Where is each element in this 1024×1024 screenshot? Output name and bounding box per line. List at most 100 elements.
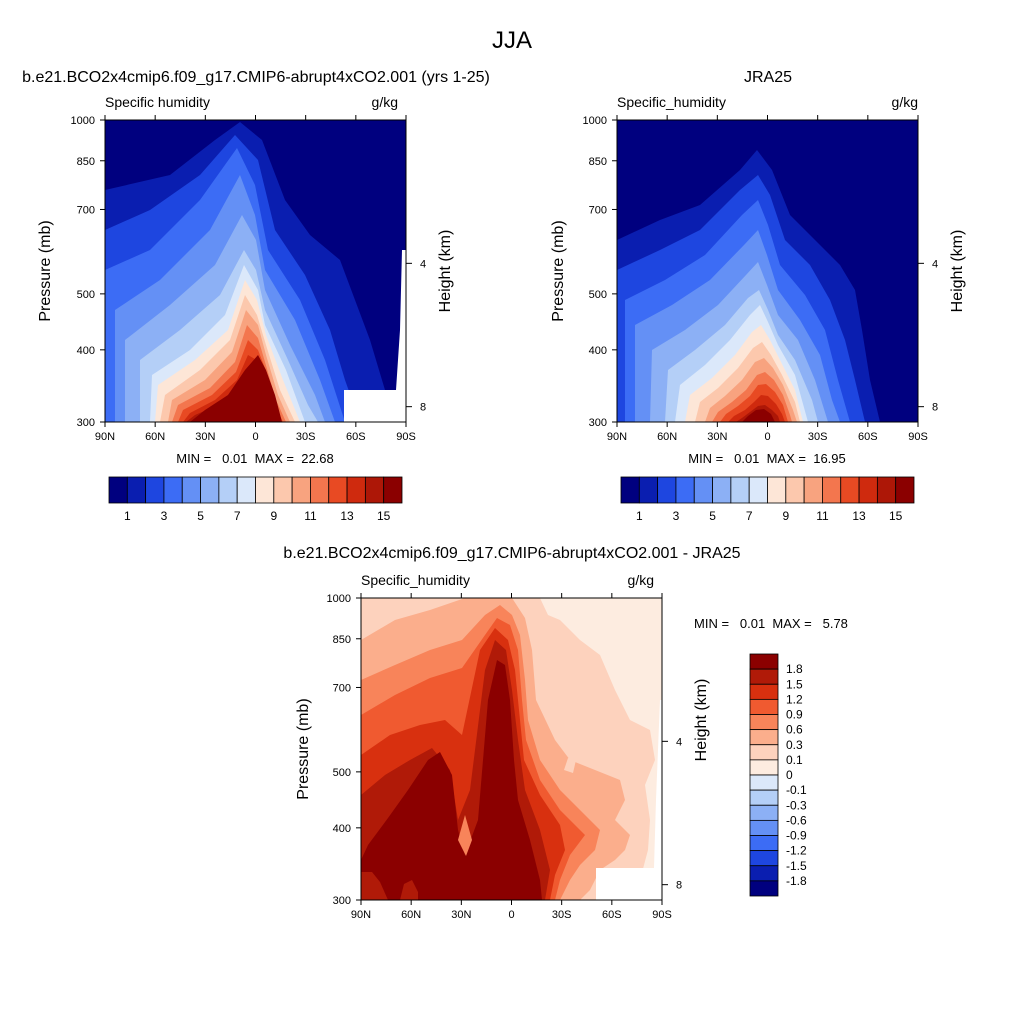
y-tick-label: 700 [589,204,607,216]
colorbar-swatch [748,476,768,504]
variable-label: Specific humidity [105,94,210,110]
x-tick-label: 60S [346,431,366,443]
colorbar-label: 1 [636,509,643,523]
colorbar-swatch [749,714,779,731]
colorbar-swatch [749,789,779,806]
x-tick-label: 90S [908,431,928,443]
axes: 90N 60N 30N 0 30S 60S 90S 300 400 500 700 850 1000 8 4 [327,593,682,921]
colorbar-label: 7 [746,509,753,523]
colorbar-label: 0.1 [786,753,803,767]
colorbar-swatch [712,476,732,504]
panel-difference: b.e21.BCO2x4cmip6.f09_g17.CMIP6-abrupt4x… [283,545,847,921]
colorbar-label: 0.6 [786,723,803,737]
colorbar-swatch [822,476,842,504]
colorbar-swatch [620,476,640,504]
colorbar-swatch [785,476,805,504]
missing-data [344,390,406,422]
colorbar-label: 3 [161,509,168,523]
colorbar-swatch [895,476,915,504]
colorbar-label: 5 [709,509,716,523]
x-tick-label: 60S [858,431,878,443]
y-axis-right-label: Height (km) [949,230,966,313]
contour-level-16 [742,409,775,422]
y-axis-label: Pressure (mb) [37,220,54,321]
colorbar: 1.81.51.20.90.60.30.10-0.1-0.3-0.6-0.9-1… [749,653,807,897]
x-tick-label: 30S [296,431,316,443]
y-tick-label: 500 [589,289,607,301]
colorbar-swatch [749,865,779,882]
contour-spot [458,815,472,856]
colorbar-swatch [657,476,677,504]
y-tick-label: 850 [333,634,351,646]
colorbar-swatch [749,683,779,700]
colorbar-swatch [675,476,695,504]
x-tick-label: 30S [552,909,572,921]
colorbar-swatch [273,476,293,504]
colorbar-swatch [767,476,787,504]
colorbar-label: 0.3 [786,738,803,752]
variable-label: Specific_humidity [617,94,726,110]
colorbar-swatch [749,850,779,867]
contour-spot [361,872,388,900]
colorbar-label: 1 [124,509,131,523]
x-tick-label: 90S [652,909,672,921]
x-tick-label: 90N [95,431,115,443]
x-tick-label: 0 [508,909,514,921]
colorbar-swatch [749,653,779,670]
colorbar-swatch [108,476,128,504]
y-tick-label: 1000 [71,115,95,127]
colorbar-label: 1.5 [786,677,803,691]
colorbar-swatch [693,476,713,504]
colorbar-swatch [749,819,779,836]
colorbar-swatch [328,476,348,504]
colorbar-label: 11 [304,509,317,523]
colorbar-swatch [126,476,147,504]
x-tick-label: 30N [451,909,471,921]
axes: 90N 60N 30N 0 30S 60S 90S 300 400 500 700 850 1000 8 4 [583,115,938,443]
x-tick-label: 90S [396,431,416,443]
y-tick-label: 700 [333,682,351,694]
colorbar-swatch [383,476,403,504]
x-tick-label: 60N [145,431,165,443]
x-tick-label: 60S [602,909,622,921]
colorbar-swatch [255,476,275,504]
y-tick-label: 500 [77,289,95,301]
colorbar-swatch [364,476,385,504]
colorbar-label: 3 [673,509,680,523]
colorbar-swatch [291,476,311,504]
x-tick-label: 90N [351,909,371,921]
y-tick-label: 400 [333,823,351,835]
colorbar-label: 9 [782,509,789,523]
y-tick-label: 850 [589,156,607,168]
colorbar: 1 3 5 7 9 11 13 15 [108,476,403,523]
colorbar-swatch [218,476,238,504]
missing-data [396,250,406,390]
y-tick-label: 1000 [327,593,351,605]
stats-label: MIN = 0.01 MAX = 22.68 [176,451,334,466]
colorbar-label: 1.2 [786,692,803,706]
colorbar-label: -0.9 [786,829,807,843]
contour-field [361,598,662,900]
contour-field [105,120,406,422]
panel-reanalysis: JRA25 Specific_humidity g/kg 90N 60N 30N 0 3… [550,69,966,523]
colorbar-label: -0.3 [786,798,807,812]
colorbar-swatch [181,476,201,504]
missing-data [596,868,662,900]
y-tick-label: 300 [589,417,607,429]
colorbar-swatch [749,804,779,821]
x-tick-label: 30N [195,431,215,443]
x-tick-label: 30N [707,431,727,443]
y-tick-label: 400 [77,345,95,357]
y-tick-label: 500 [333,767,351,779]
colorbar-swatch [749,759,779,776]
colorbar-swatch [749,668,779,685]
contour-level-gt-1.8 [361,660,542,900]
x-tick-label: 90N [607,431,627,443]
colorbar-label: 1.8 [786,662,803,676]
colorbar-swatch [145,476,165,504]
colorbar-swatch [638,476,659,504]
colorbar-label: -1.2 [786,844,807,858]
colorbar-label: -1.5 [786,859,807,873]
units-label: g/kg [892,94,918,110]
